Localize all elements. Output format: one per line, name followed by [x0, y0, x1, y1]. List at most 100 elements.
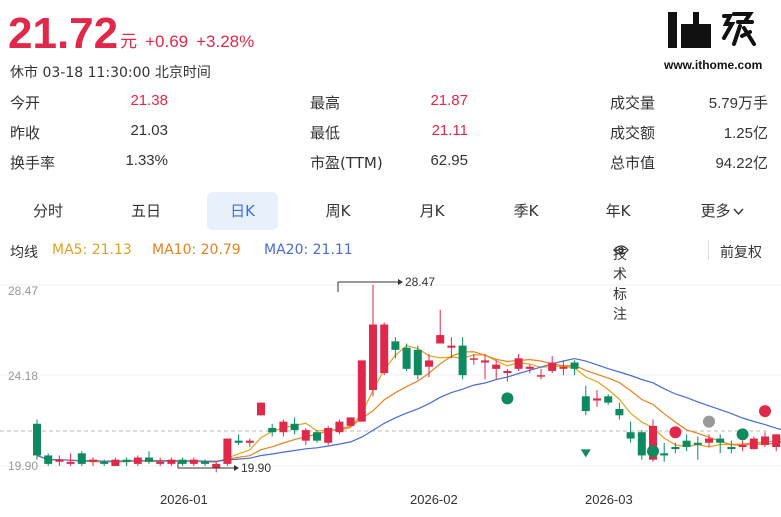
- stat-label: 成交量: [610, 94, 656, 112]
- price-change: +0.69: [145, 32, 189, 51]
- candle-body: [301, 430, 310, 441]
- candle-body: [537, 375, 545, 377]
- candle-body: [413, 349, 422, 376]
- sell-signal-triangle[interactable]: [580, 449, 591, 458]
- candle-body: [279, 421, 288, 433]
- tab-yearly-k[interactable]: 年K: [605, 202, 631, 220]
- stat-label: 市盈(TTM): [310, 154, 383, 172]
- y-tick-label: 28.47: [8, 284, 38, 298]
- tab-more[interactable]: 更多: [684, 192, 760, 230]
- candle-body: [436, 335, 445, 344]
- candle-body: [178, 459, 187, 464]
- signal-dot[interactable]: [759, 405, 771, 418]
- signal-dot[interactable]: [647, 445, 659, 458]
- divider: [708, 240, 709, 260]
- candle-body: [391, 341, 400, 350]
- candle-body: [525, 366, 534, 369]
- candle-body: [77, 453, 86, 464]
- moving-average-lines: [36, 344, 781, 463]
- stat-value: 1.33%: [125, 152, 168, 169]
- stat-value: 21.87: [430, 92, 468, 109]
- candle-body: [66, 461, 75, 464]
- signal-dot[interactable]: [703, 415, 715, 428]
- candle-body: [380, 324, 389, 374]
- candle-body: [761, 436, 769, 445]
- x-tick-label: 2026-01: [160, 492, 208, 507]
- ma20-line: [36, 357, 781, 462]
- tab-intraday[interactable]: 分时: [32, 202, 63, 220]
- x-tick-label: 2026-02: [410, 492, 458, 507]
- ma20-value: MA20: 21.11: [264, 242, 353, 258]
- tab-quarterly-k[interactable]: 季K: [513, 202, 539, 220]
- period-tabs: 分时 五日 日K 周K 月K 季K 年K 更多: [0, 192, 781, 230]
- candle-body: [145, 457, 153, 462]
- forward-adjust-button[interactable]: 前复权: [720, 245, 762, 261]
- stat-value: 62.95: [430, 152, 468, 169]
- x-tick-label: 2026-03: [585, 492, 633, 507]
- high-price-label: 28.47: [405, 276, 435, 289]
- candle-body: [593, 398, 601, 401]
- candle-body: [637, 432, 646, 456]
- stat-value: 5.79万手: [708, 95, 768, 112]
- candle-body: [581, 396, 590, 412]
- price-change-percent: +3.28%: [196, 32, 255, 51]
- stats-row: 换手率 1.33% 市盈(TTM) 62.95 总市值 94.22亿: [0, 152, 781, 182]
- candle-body: [313, 432, 321, 441]
- candle-body: [324, 427, 333, 443]
- candle-body: [447, 345, 456, 348]
- trade-markers: [501, 392, 771, 458]
- currency-unit: 元: [120, 32, 138, 52]
- candle-body: [705, 438, 713, 443]
- stat-value: 21.03: [130, 122, 168, 139]
- signal-dot[interactable]: [501, 392, 514, 405]
- stat-value: 21.11: [431, 122, 468, 139]
- candle-body: [626, 432, 635, 439]
- candle-body: [111, 459, 120, 466]
- candle-body: [503, 370, 512, 374]
- stat-label: 成交额: [610, 124, 656, 142]
- stat-label: 今开: [10, 94, 41, 112]
- ma10-value: MA10: 20.79: [152, 242, 241, 258]
- candle-body: [245, 440, 254, 443]
- candles: [33, 285, 781, 473]
- candle-body: [604, 396, 613, 403]
- stat-label: 总市值: [610, 154, 656, 172]
- tab-weekly-k[interactable]: 周K: [325, 202, 351, 220]
- candle-body: [716, 438, 725, 443]
- candle-body: [133, 457, 142, 464]
- candlestick-chart: 28.47 24.18 19.90 28.47 19.90 2026-01 20…: [0, 276, 781, 507]
- y-tick-label: 19.90: [8, 459, 38, 473]
- candle-body: [738, 444, 747, 447]
- signal-dot[interactable]: [736, 428, 749, 441]
- stat-label: 最低: [310, 124, 341, 142]
- candle-body: [548, 362, 557, 371]
- candle-body: [122, 459, 131, 462]
- low-price-marker: 19.90: [177, 461, 271, 475]
- tab-five-day[interactable]: 五日: [130, 202, 161, 220]
- candle-body: [223, 438, 232, 464]
- candle-body: [234, 440, 243, 443]
- stat-label: 换手率: [10, 154, 56, 172]
- chevron-down-icon: [732, 192, 744, 230]
- candle-body: [44, 455, 53, 464]
- candle-body: [649, 425, 657, 460]
- candle-body: [749, 438, 758, 450]
- candle-body: [671, 446, 680, 450]
- candle-body: [89, 459, 97, 462]
- ithome-logo: www.ithome.com: [664, 8, 776, 78]
- stat-value: 94.22亿: [715, 155, 768, 172]
- stat-label: 昨收: [10, 124, 41, 142]
- price-header: 21.72 元 +0.69 +3.28%: [8, 6, 254, 56]
- candle-body: [514, 358, 523, 369]
- stat-value: 21.38: [130, 92, 168, 109]
- signal-dot[interactable]: [669, 426, 682, 439]
- tab-daily-k[interactable]: 日K: [207, 192, 278, 230]
- low-price-label: 19.90: [241, 461, 271, 475]
- tab-more-label: 更多: [700, 202, 731, 220]
- current-price: 21.72: [8, 9, 119, 58]
- market-status: 休市 03-18 11:30:00 北京时间: [10, 65, 211, 81]
- candle-body: [290, 423, 299, 431]
- candle-body: [55, 459, 64, 462]
- tab-monthly-k[interactable]: 月K: [419, 202, 445, 220]
- stats-row: 今开 21.38 最高 21.87 成交量 5.79万手: [0, 92, 781, 122]
